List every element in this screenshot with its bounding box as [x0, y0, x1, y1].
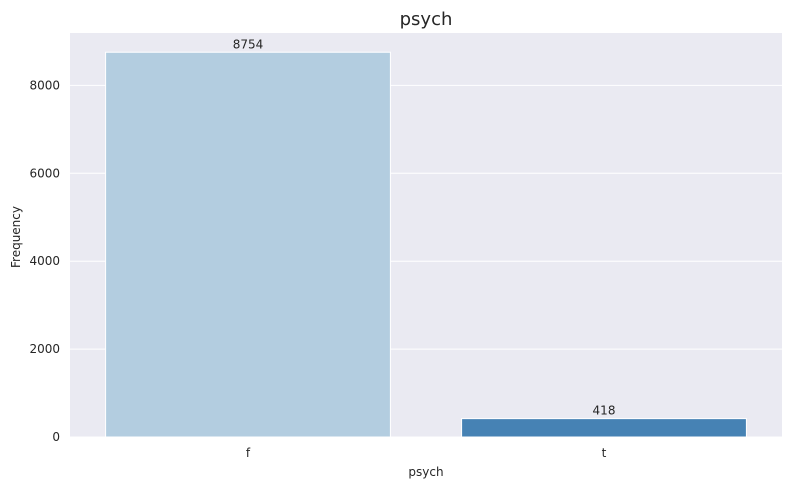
y-tick-label: 0	[52, 430, 60, 444]
y-tick-label: 2000	[29, 342, 60, 356]
data-label-f: 8754	[233, 37, 264, 51]
y-tick-label: 6000	[29, 166, 60, 180]
chart-title: psych	[400, 9, 453, 30]
data-labels: 8754 418	[233, 37, 616, 417]
y-tick-label: 4000	[29, 254, 60, 268]
y-axis-label: Frequency	[9, 206, 23, 268]
x-axis-label: psych	[408, 465, 443, 479]
data-label-t: 418	[593, 404, 616, 418]
bar-f	[105, 51, 391, 438]
y-tick-labels: 0 2000 4000 6000 8000	[29, 78, 60, 444]
x-tick-label-t: t	[602, 446, 607, 460]
bar-t	[461, 418, 747, 438]
x-tick-label-f: f	[246, 446, 251, 460]
y-tick-label: 8000	[29, 78, 60, 92]
bars	[105, 51, 747, 438]
